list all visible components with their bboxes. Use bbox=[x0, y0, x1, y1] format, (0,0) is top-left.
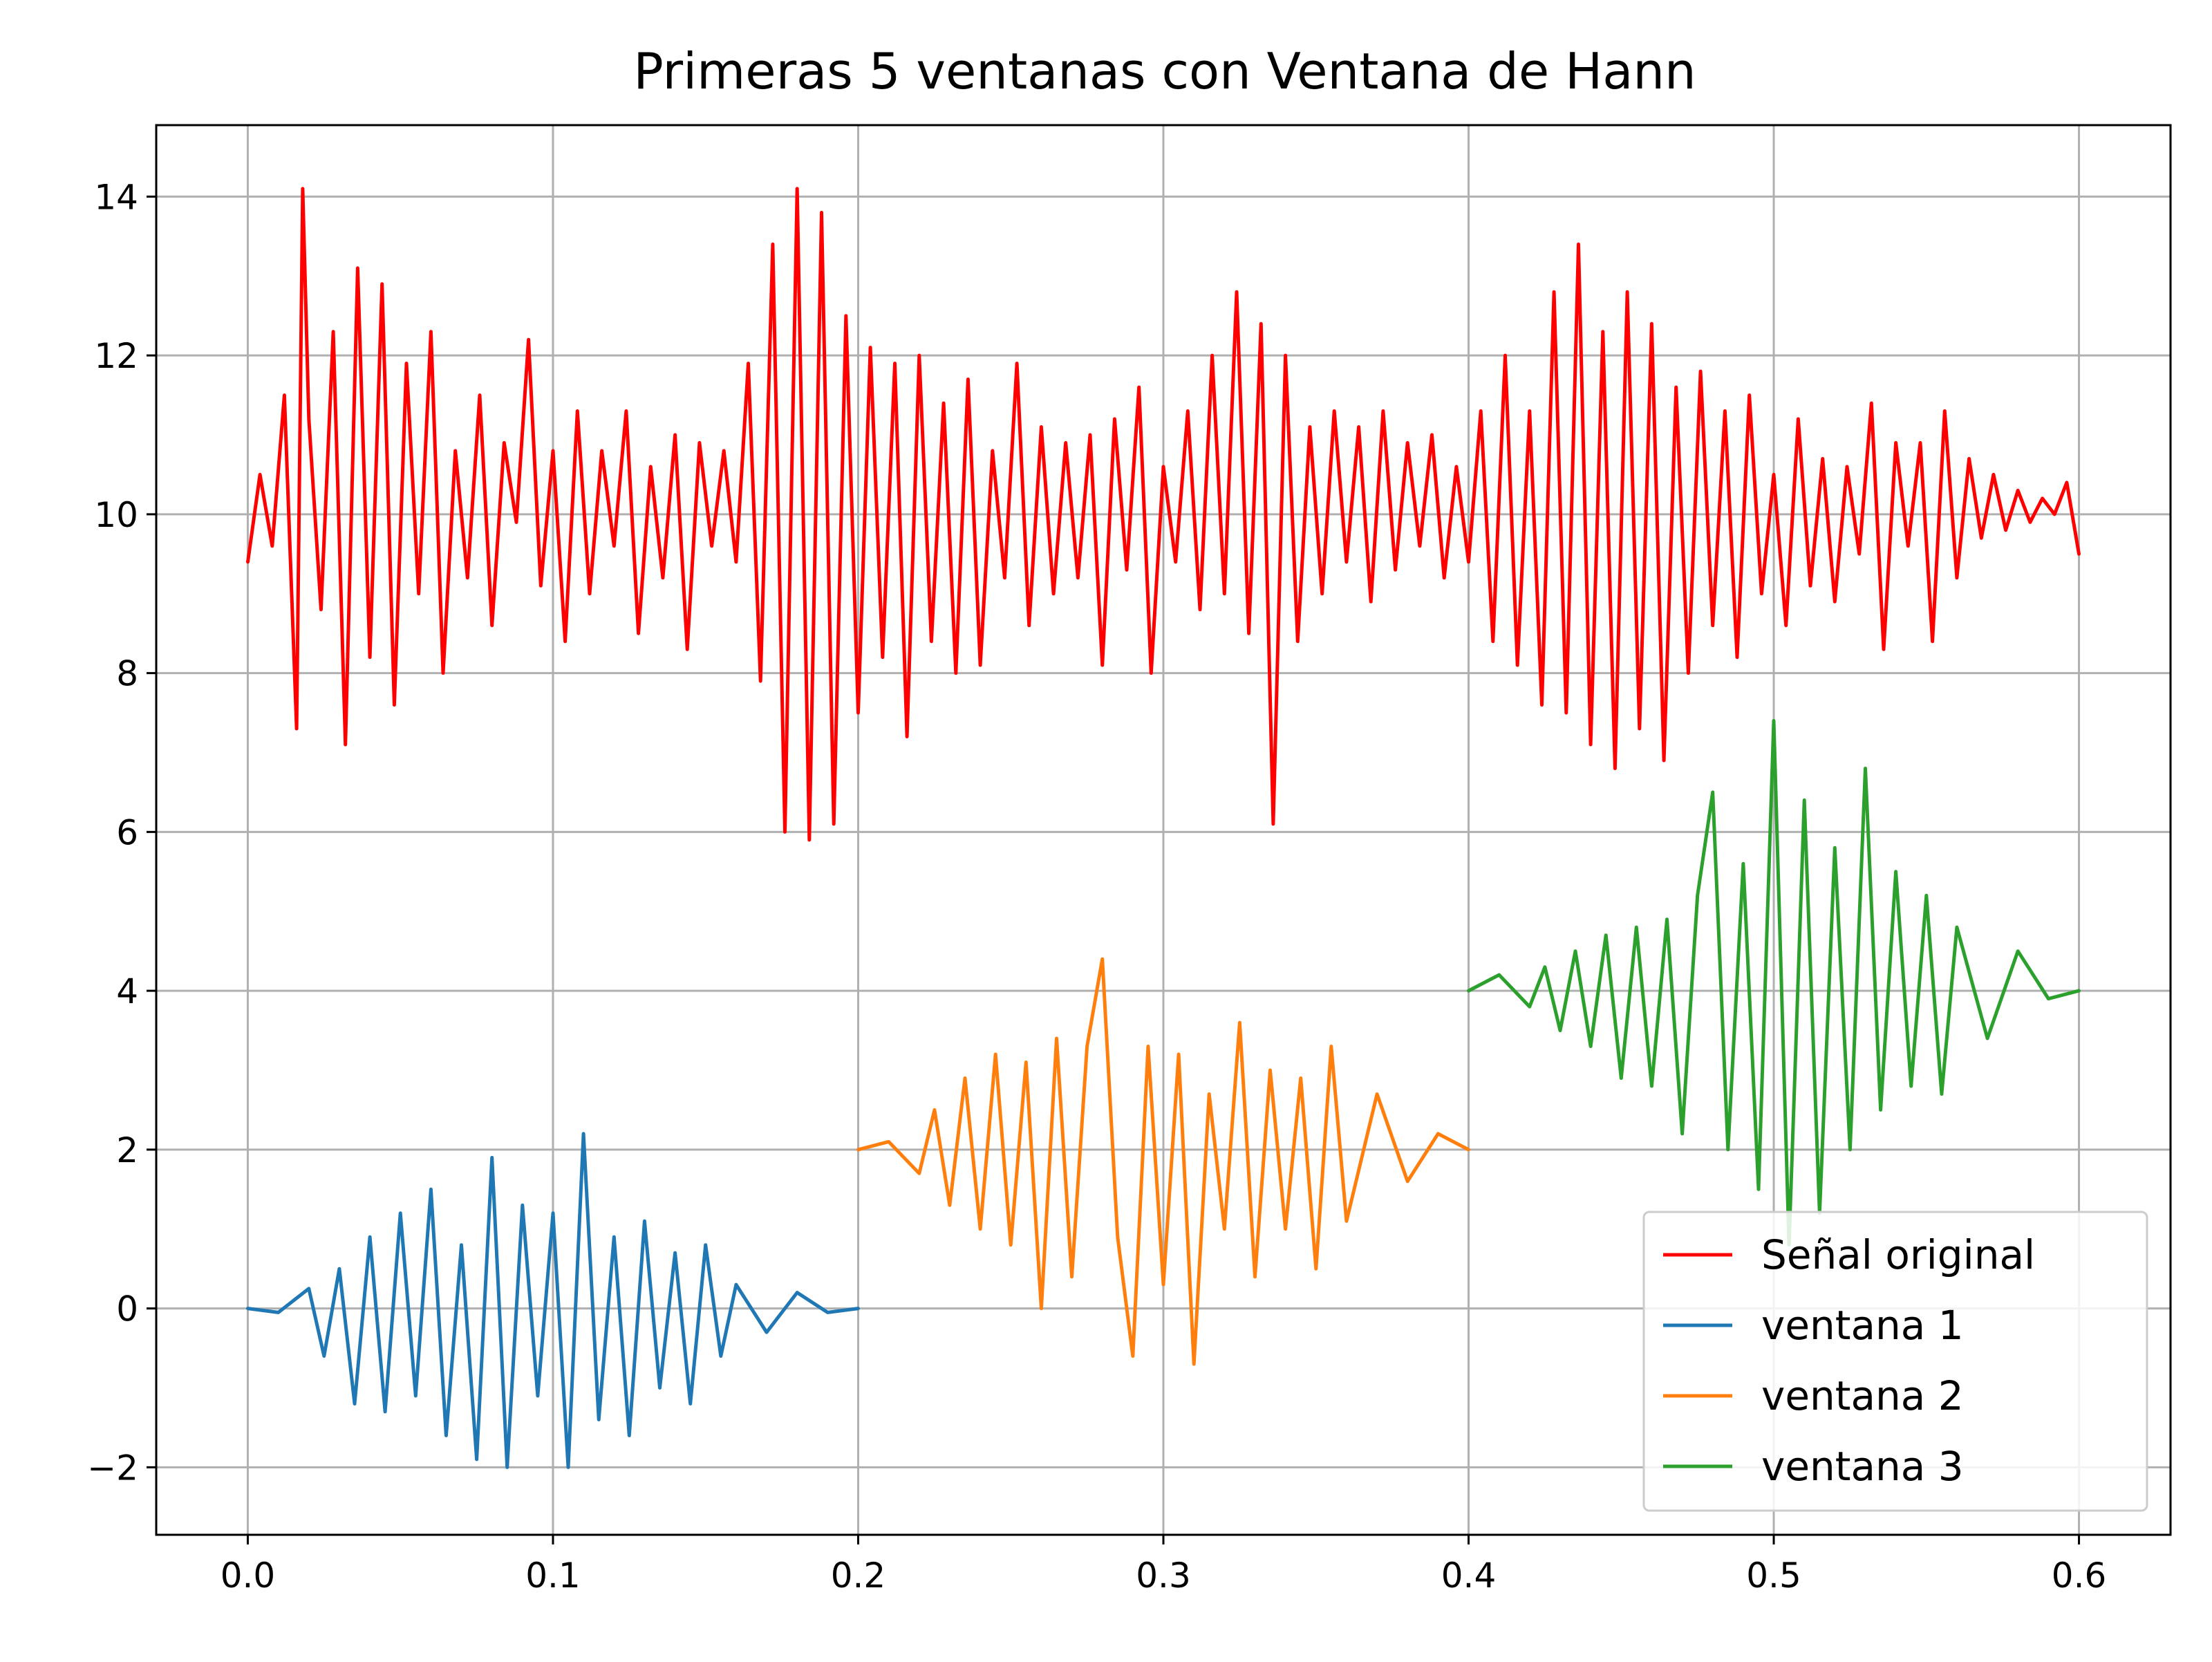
legend-label-3: ventana 2 bbox=[1761, 1372, 1964, 1419]
chart-title: Primeras 5 ventanas con Ventana de Hann bbox=[633, 42, 1696, 100]
series-line-4 bbox=[1467, 719, 2081, 1247]
x-tick-label: 0.0 bbox=[221, 1556, 276, 1596]
x-tick-label: 0.4 bbox=[1441, 1556, 1497, 1596]
y-tick-label: 4 bbox=[116, 971, 138, 1011]
x-tick-label: 0.3 bbox=[1136, 1556, 1191, 1596]
y-tick-label: 12 bbox=[94, 336, 138, 376]
y-tick-label: 8 bbox=[116, 654, 138, 694]
series-layer bbox=[246, 187, 2081, 1469]
legend-label-2: ventana 1 bbox=[1761, 1302, 1964, 1349]
series-line-1 bbox=[246, 187, 2081, 842]
grid-layer bbox=[156, 125, 2171, 1535]
y-tick-label: 14 bbox=[94, 177, 138, 217]
x-tick-label: 0.6 bbox=[2052, 1556, 2107, 1596]
series-line-2 bbox=[246, 1132, 860, 1469]
y-tick-label: 0 bbox=[116, 1289, 138, 1329]
x-tick-label: 0.1 bbox=[525, 1556, 581, 1596]
y-tick-label: 2 bbox=[116, 1130, 138, 1170]
series-line-3 bbox=[856, 957, 1470, 1366]
ticks-layer: 0.0 0.1 0.2 0.3 0.4 0.5 0.6 −2 0 2 4 6 8 10 12 14 bbox=[87, 177, 2106, 1596]
legend-label-4: ventana 3 bbox=[1761, 1443, 1964, 1490]
x-tick-label: 0.5 bbox=[1746, 1556, 1801, 1596]
y-tick-label: −2 bbox=[87, 1448, 138, 1488]
y-tick-label: 10 bbox=[94, 495, 138, 535]
x-tick-label: 0.2 bbox=[831, 1556, 886, 1596]
legend-box bbox=[1642, 1211, 2148, 1512]
y-tick-label: 6 bbox=[116, 812, 138, 852]
legend-label-1: Señal original bbox=[1761, 1231, 2035, 1278]
legend: Señal original ventana 1 ventana 2 ventana … bbox=[1642, 1211, 2148, 1512]
